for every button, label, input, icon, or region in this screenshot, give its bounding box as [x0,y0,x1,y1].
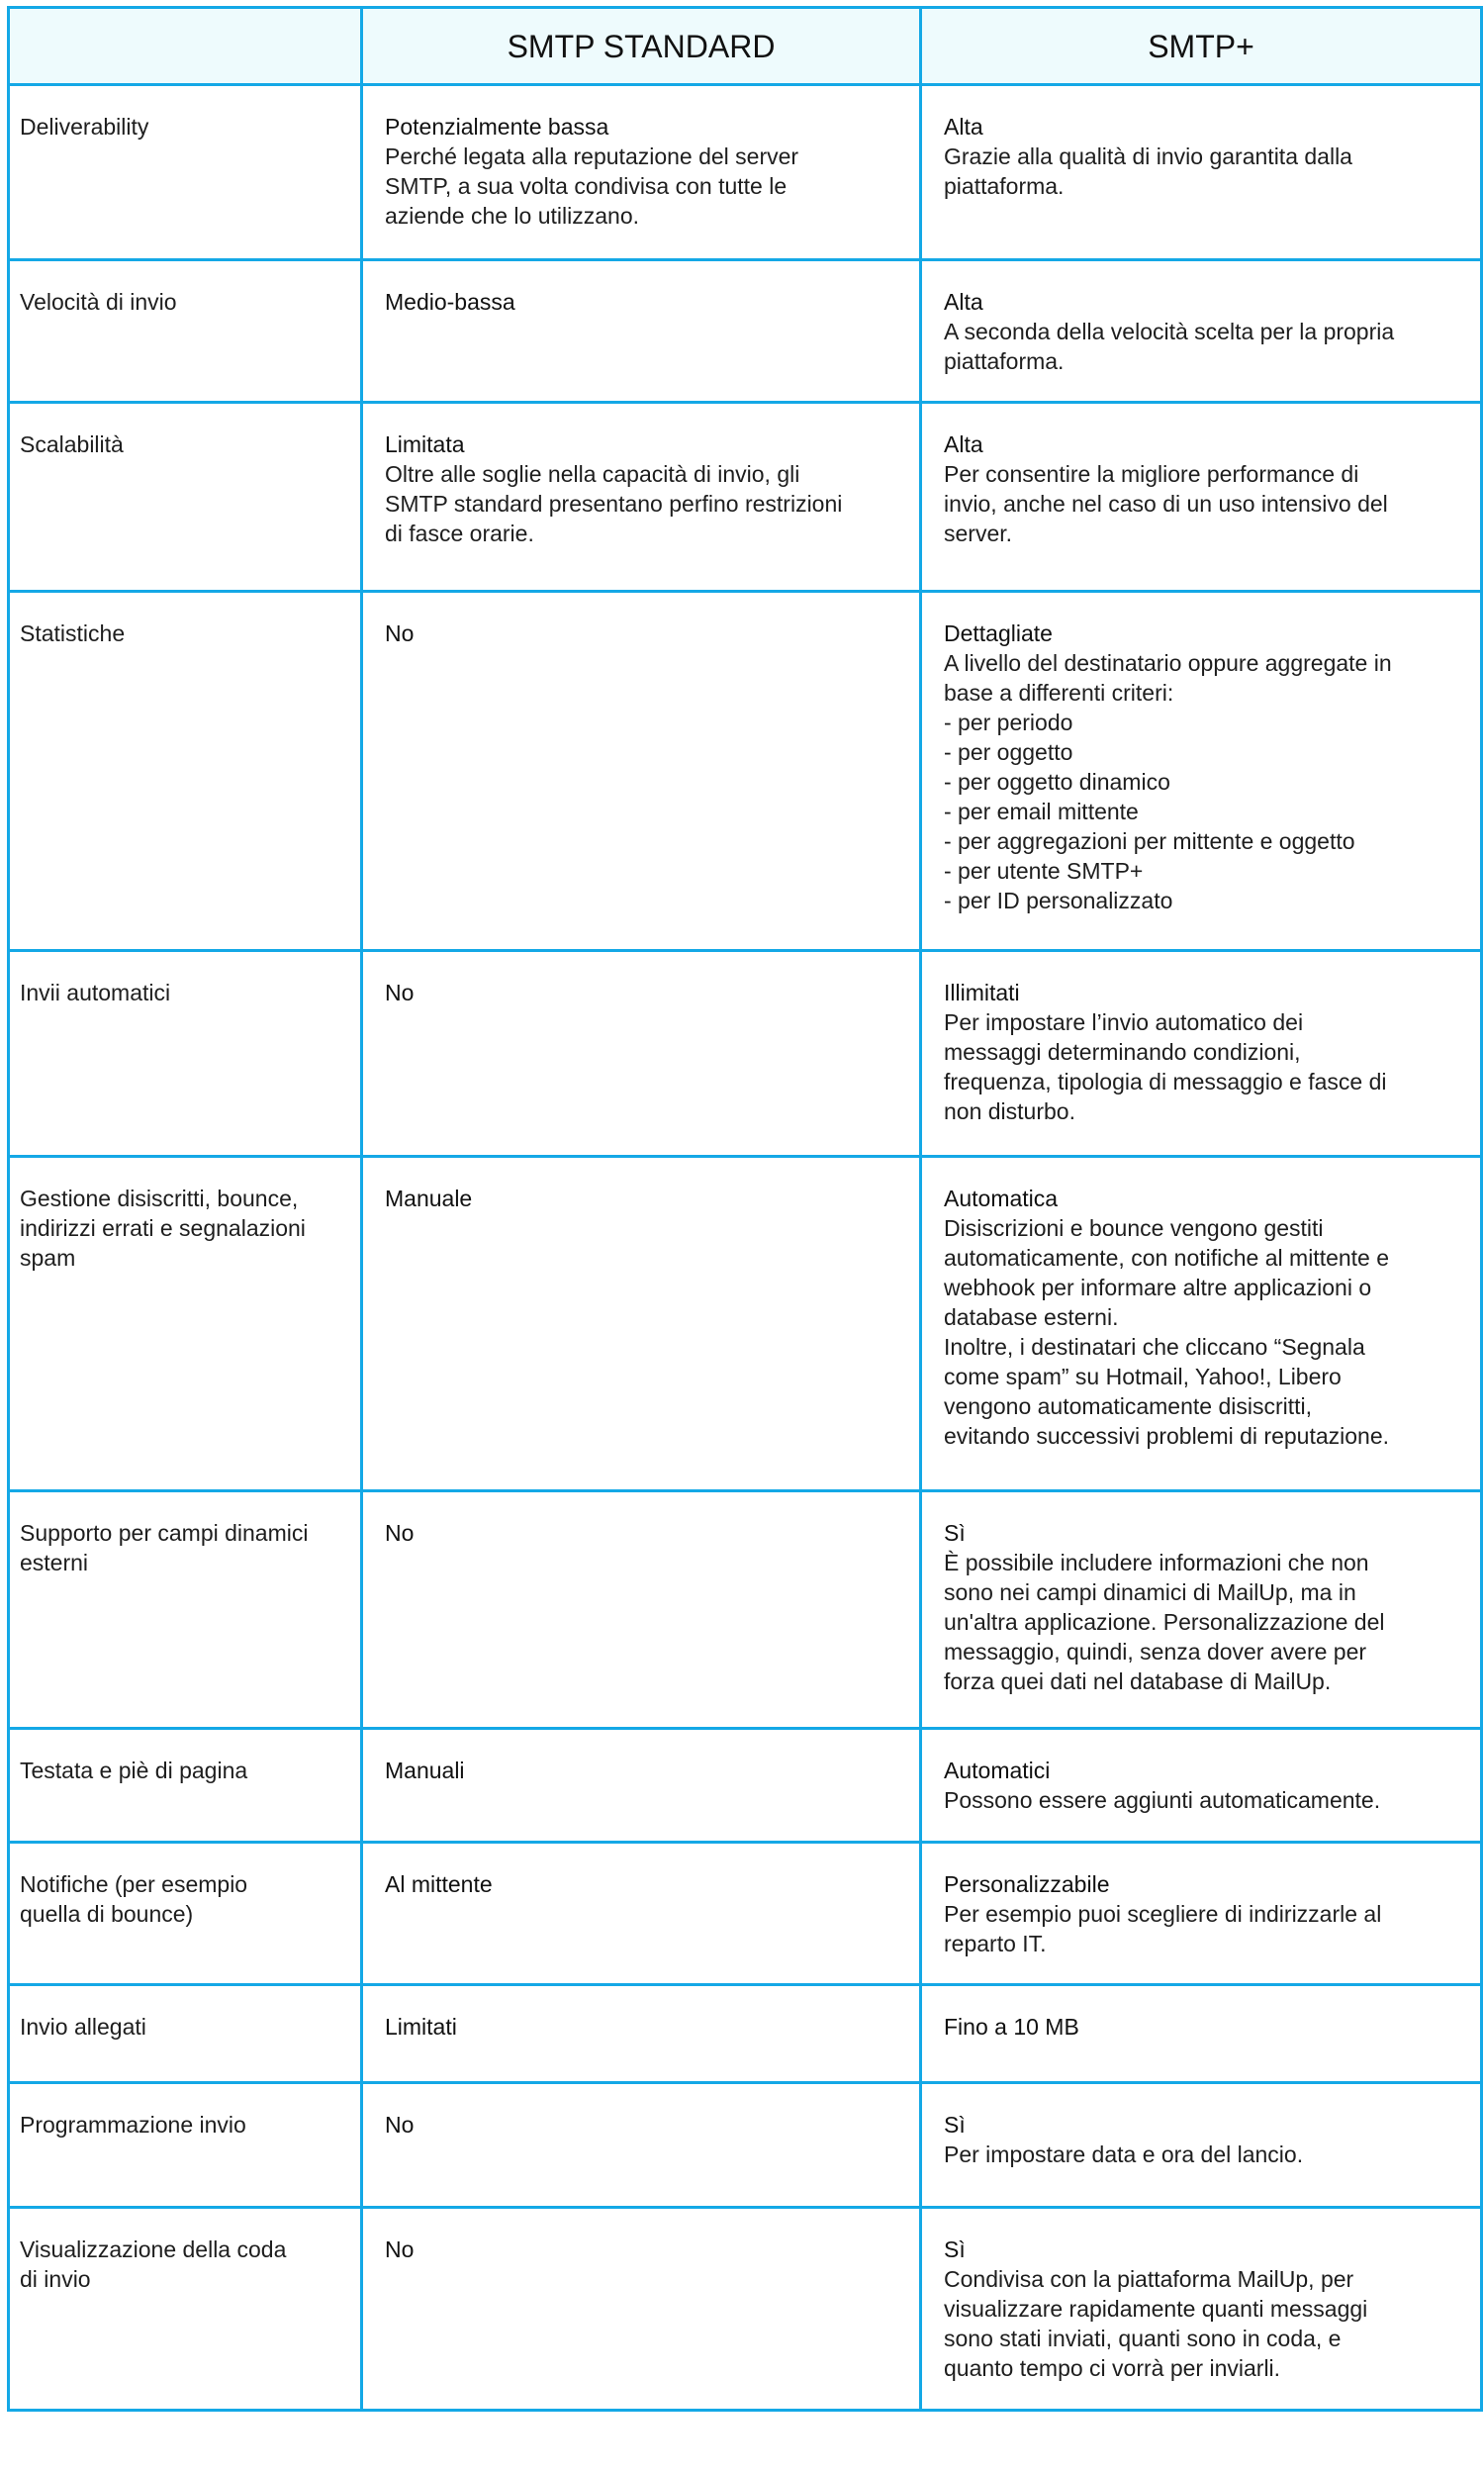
feature-label: Visualizzazione della coda di invio [7,2206,363,2412]
smtp-plus-description: Condivisa con la piattaforma MailUp, per… [944,2266,1368,2381]
smtp-plus-value: Sì [944,1520,966,1546]
smtp-standard-value: No [385,620,415,646]
smtp-standard-value: Medio-bassa [385,289,515,315]
smtp-plus-cell: Dettagliate A livello del destinatario op… [919,590,1483,952]
smtp-plus-cell: Personalizzabile Per esempio puoi sceglie… [919,1841,1483,1986]
header-empty [7,6,363,86]
smtp-plus-value: Automatica [944,1186,1059,1211]
table-row: Gestione disiscritti, bounce, indirizzi … [7,1155,1483,1492]
smtp-plus-value: Illimitati [944,980,1020,1005]
smtp-plus-value: Alta [944,114,983,140]
table-row: Notifiche (per esempio quella di bounce)… [7,1841,1483,1986]
smtp-plus-value: Dettagliate [944,620,1053,646]
smtp-plus-cell: Alta Grazie alla qualità di invio garanti… [919,83,1483,261]
smtp-plus-cell: Automatici Possono essere aggiunti automa… [919,1727,1483,1844]
smtp-plus-value: Alta [944,431,983,457]
table-row: Deliverability Potenzialmente bassa Perch… [7,83,1483,261]
smtp-plus-value: Alta [944,289,983,315]
smtp-standard-cell: Medio-bassa [360,258,922,404]
feature-label: Deliverability [7,83,363,261]
smtp-standard-value: Al mittente [385,1871,493,1897]
header-row: SMTP STANDARD SMTP+ [7,6,1483,86]
smtp-standard-cell: No [360,2206,922,2412]
smtp-standard-cell: Potenzialmente bassa Perché legata alla r… [360,83,922,261]
smtp-plus-description: Possono essere aggiunti automaticamente. [944,1787,1381,1813]
smtp-standard-description: Perché legata alla reputazione del serve… [385,143,799,229]
table-row: Programmazione invio No Sì Per impostare … [7,2081,1483,2209]
table-row: Invii automatici No Illimitati Per impost… [7,949,1483,1158]
feature-label: Invio allegati [7,1983,363,2084]
smtp-plus-cell: Alta A seconda della velocità scelta per … [919,258,1483,404]
table-row: Testata e piè di pagina Manuali Automati… [7,1727,1483,1844]
smtp-standard-value: No [385,2236,415,2262]
smtp-plus-description: Grazie alla qualità di invio garantita d… [944,143,1352,199]
table-row: Invio allegati Limitati Fino a 10 MB [7,1983,1483,2084]
smtp-plus-value: Personalizzabile [944,1871,1110,1897]
smtp-plus-description: Per impostare l’invio automatico dei mes… [944,1009,1387,1124]
feature-label: Notifiche (per esempio quella di bounce) [7,1841,363,1986]
feature-label: Invii automatici [7,949,363,1158]
smtp-plus-cell: Fino a 10 MB [919,1983,1483,2084]
table-row: Scalabilità Limitata Oltre alle soglie ne… [7,401,1483,593]
smtp-standard-cell: Limitata Oltre alle soglie nella capacità… [360,401,922,593]
smtp-plus-description: Per consentire la migliore performance d… [944,461,1388,546]
smtp-standard-cell: No [360,1489,922,1730]
table-row: Velocità di invio Medio-bassa Alta A seco… [7,258,1483,404]
smtp-plus-description: A seconda della velocità scelta per la p… [944,319,1395,374]
smtp-standard-description: Oltre alle soglie nella capacità di invi… [385,461,843,546]
smtp-plus-cell: Sì Condivisa con la piattaforma MailUp, p… [919,2206,1483,2412]
smtp-plus-cell: Automatica Disiscrizioni e bounce vengono… [919,1155,1483,1492]
feature-label: Gestione disiscritti, bounce, indirizzi … [7,1155,363,1492]
smtp-plus-value: Automatici [944,1758,1051,1783]
smtp-standard-cell: No [360,2081,922,2209]
smtp-plus-cell: Illimitati Per impostare l’invio automati… [919,949,1483,1158]
smtp-standard-cell: Limitati [360,1983,922,2084]
table-row: Visualizzazione della coda di invio No S… [7,2206,1483,2412]
feature-label: Velocità di invio [7,258,363,404]
smtp-plus-value: Sì [944,2112,966,2138]
smtp-standard-value: Manuali [385,1758,465,1783]
smtp-standard-cell: No [360,590,922,952]
header-smtp-standard: SMTP STANDARD [360,6,922,86]
smtp-standard-cell: Manuale [360,1155,922,1492]
smtp-plus-description: Disiscrizioni e bounce vengono gestiti a… [944,1215,1390,1449]
feature-label: Statistiche [7,590,363,952]
feature-label: Programmazione invio [7,2081,363,2209]
smtp-plus-cell: Alta Per consentire la migliore performan… [919,401,1483,593]
comparison-table: SMTP STANDARD SMTP+ Deliverability Poten… [7,6,1483,2412]
smtp-standard-value: Manuale [385,1186,473,1211]
smtp-plus-description: A livello del destinatario oppure aggreg… [944,650,1392,913]
smtp-standard-cell: Manuali [360,1727,922,1844]
header-smtp-plus: SMTP+ [919,6,1483,86]
feature-label: Scalabilità [7,401,363,593]
smtp-standard-value: No [385,1520,415,1546]
smtp-standard-value: Potenzialmente bassa [385,114,609,140]
smtp-standard-value: Limitata [385,431,465,457]
smtp-standard-cell: No [360,949,922,1158]
smtp-plus-value: Fino a 10 MB [944,2014,1079,2040]
smtp-plus-description: Per impostare data e ora del lancio. [944,2141,1304,2167]
smtp-standard-value: Limitati [385,2014,457,2040]
table-row: Statistiche No Dettagliate A livello del … [7,590,1483,952]
feature-label: Testata e piè di pagina [7,1727,363,1844]
feature-label: Supporto per campi dinamici esterni [7,1489,363,1730]
smtp-standard-cell: Al mittente [360,1841,922,1986]
smtp-plus-description: È possibile includere informazioni che n… [944,1550,1385,1694]
smtp-plus-cell: Sì Per impostare data e ora del lancio. [919,2081,1483,2209]
smtp-plus-value: Sì [944,2236,966,2262]
smtp-plus-cell: Sì È possibile includere informazioni che… [919,1489,1483,1730]
smtp-plus-description: Per esempio puoi scegliere di indirizzar… [944,1901,1382,1956]
table-row: Supporto per campi dinamici esterni No S… [7,1489,1483,1730]
smtp-standard-value: No [385,980,415,1005]
smtp-standard-value: No [385,2112,415,2138]
